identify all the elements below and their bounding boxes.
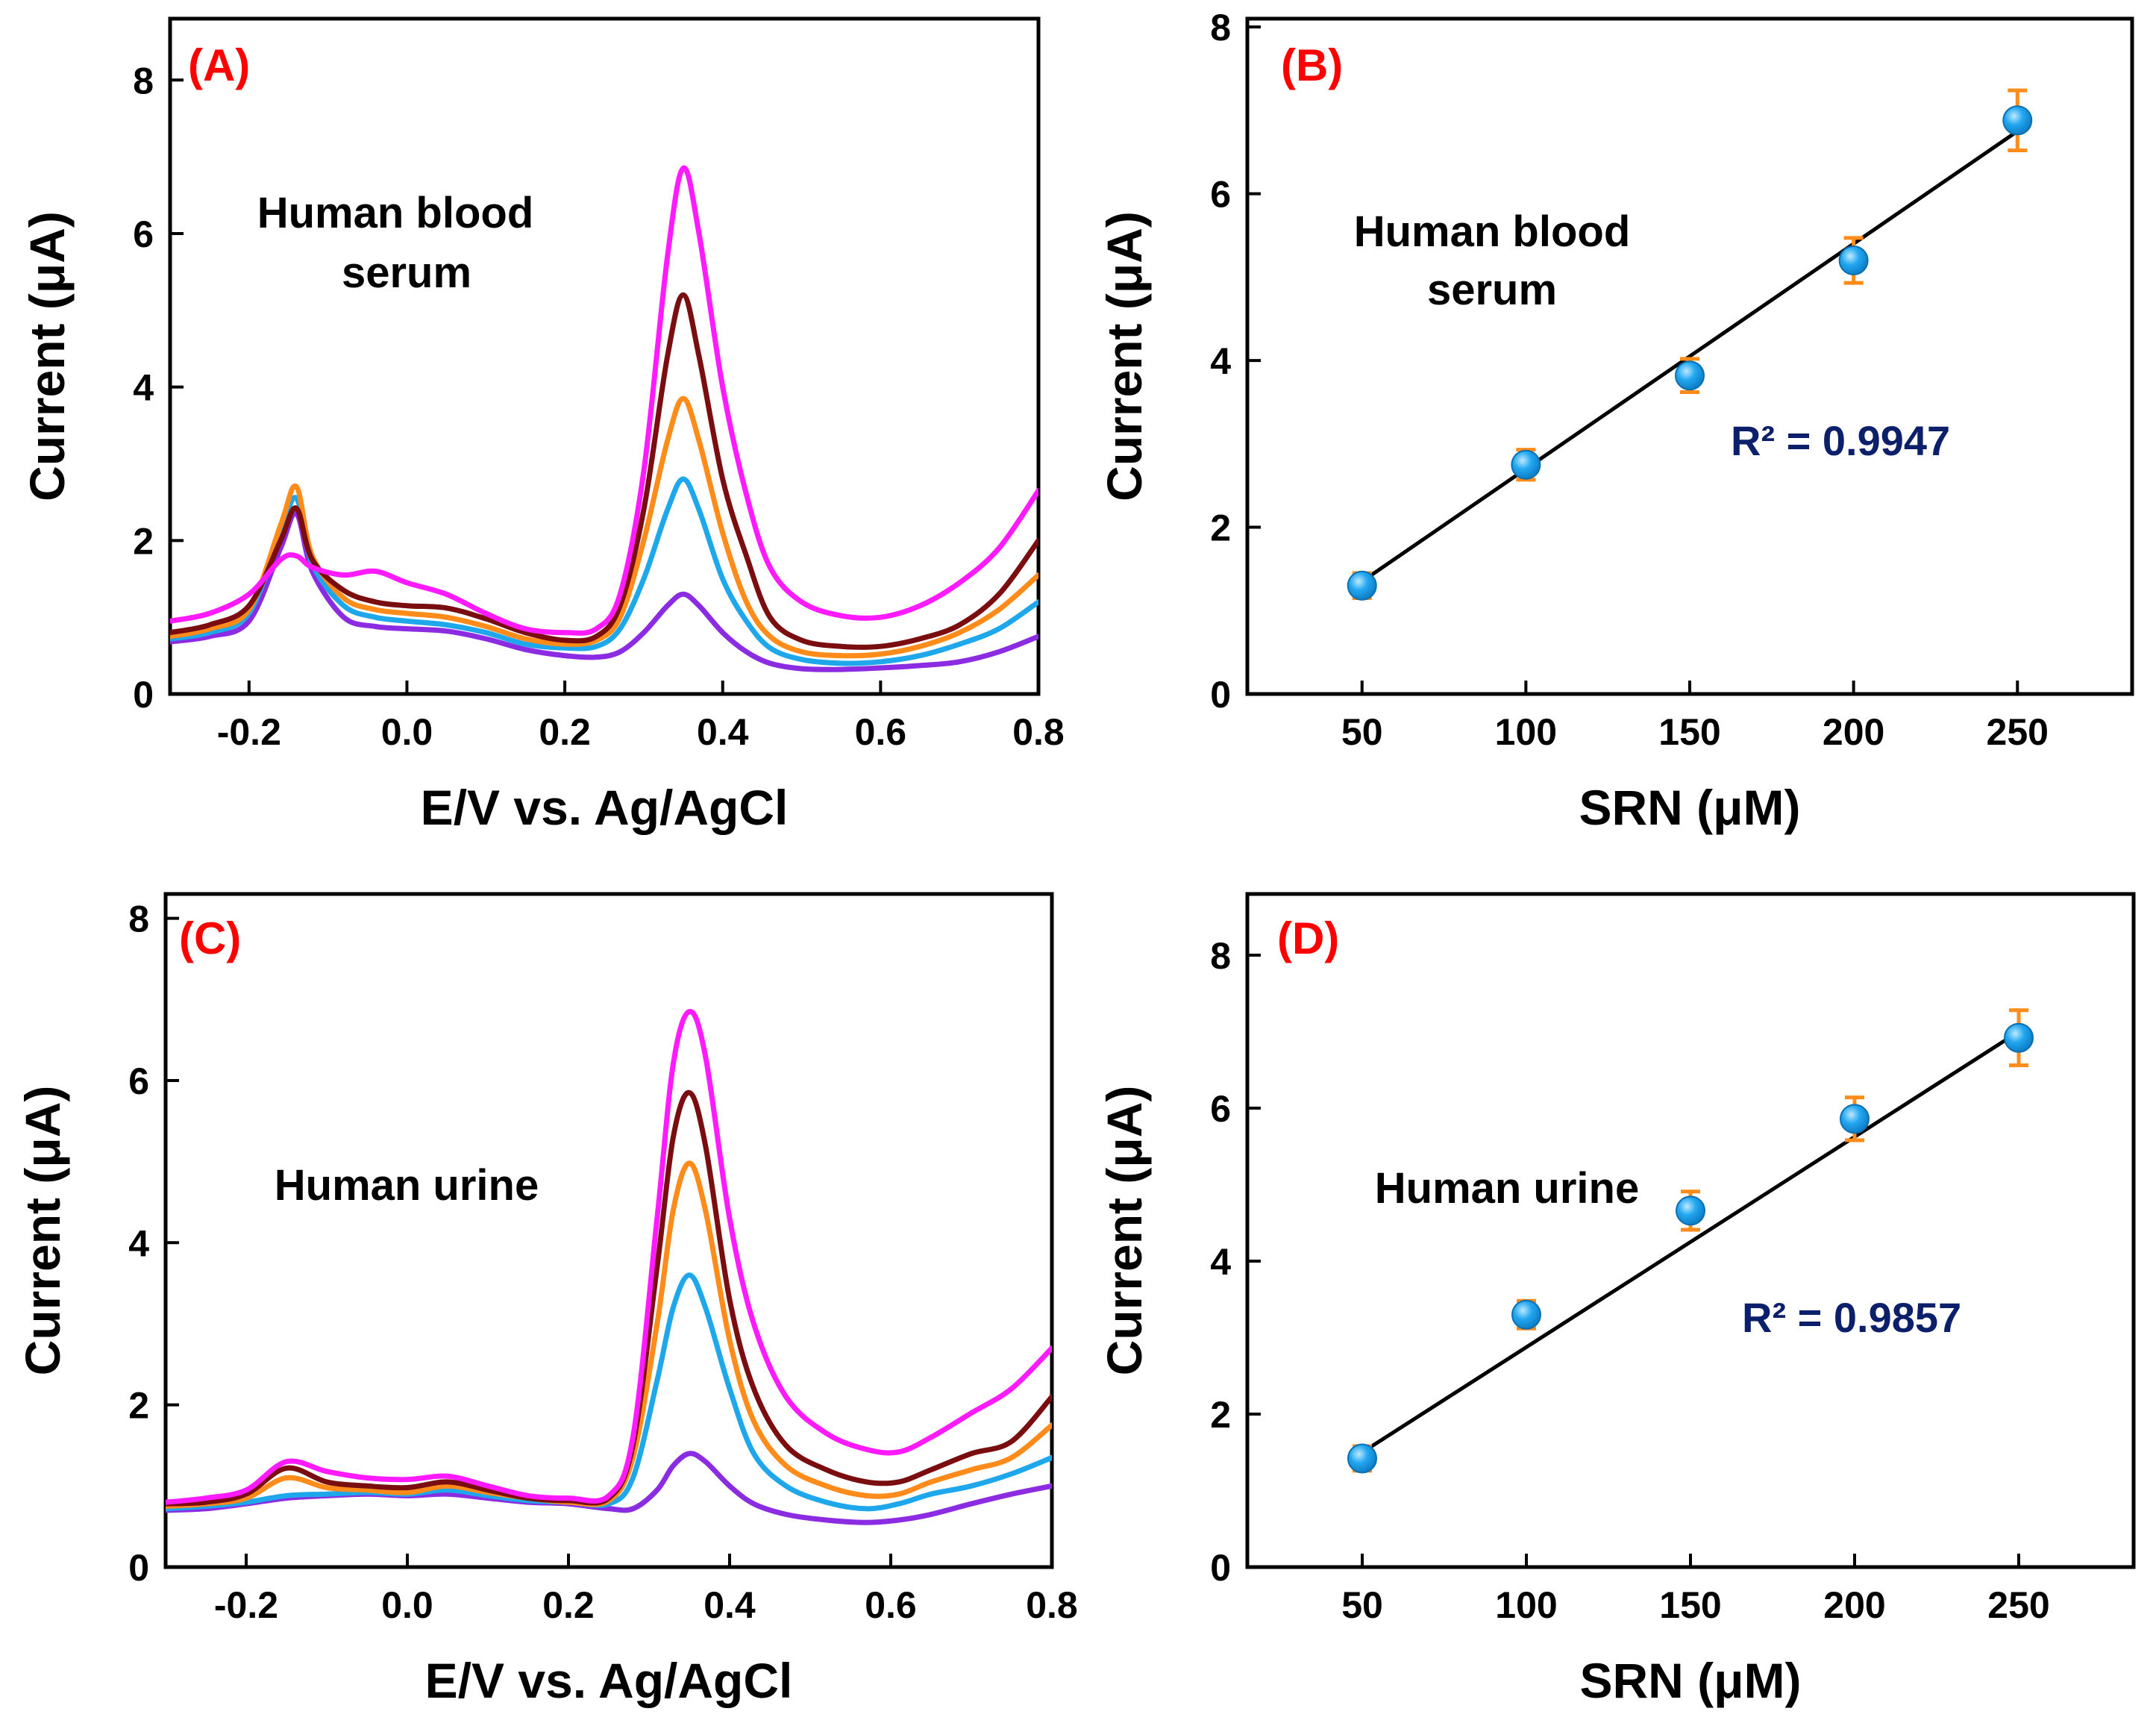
- panel-label: (B): [1281, 40, 1343, 90]
- plot-area: [1347, 88, 2033, 601]
- panel-b: 50 100 150 200 250 0 2 4 6 8 SRN (μM) Current (μA) (…: [1097, 7, 2134, 835]
- data-point: [1675, 360, 1705, 391]
- data-point: [1676, 1195, 1705, 1226]
- plot-area: [170, 165, 1038, 672]
- y-tick-label: 4: [1210, 1241, 1231, 1283]
- plot-frame: [168, 16, 1041, 696]
- y-tick-label: 6: [1210, 1088, 1231, 1130]
- y-tick-label: 6: [133, 213, 154, 255]
- y-tick-label: 6: [1210, 174, 1231, 216]
- data-point: [1347, 570, 1377, 601]
- x-tick-label: 250: [1987, 711, 2049, 753]
- x-tick-label: 100: [1495, 1584, 1557, 1626]
- sample-annotation: Human urine: [275, 1161, 539, 1210]
- y-axis-title: Current (μA): [1097, 1086, 1152, 1376]
- x-tick-label: 0.4: [697, 711, 749, 753]
- sample-annotation: Human urine: [1375, 1164, 1640, 1213]
- y-tick-label: 2: [128, 1385, 149, 1427]
- x-tick-label: 0.6: [855, 711, 907, 753]
- y-axis-title: Current (μA): [19, 211, 75, 501]
- series-line-3: [166, 1160, 1052, 1509]
- x-tick-label: 0.8: [1026, 1584, 1078, 1626]
- data-point: [1511, 449, 1541, 480]
- x-tick-label: 0.0: [381, 711, 433, 753]
- panel-a: -0.2 0.0 0.2 0.4 0.6 0.8 0 2 4 6 8 E/V vs. Ag/AgCl C…: [19, 16, 1065, 835]
- x-tick-label: 0.8: [1012, 711, 1065, 753]
- x-tick-label: 250: [1987, 1584, 2049, 1626]
- fit-line: [1361, 129, 2019, 584]
- y-tick-label: 8: [1210, 935, 1231, 977]
- sample-annotation: serum: [342, 248, 471, 297]
- y-axis-title: Current (μA): [15, 1086, 70, 1376]
- sample-annotation: Human blood: [257, 189, 534, 237]
- x-tick-label: 0.2: [542, 1584, 595, 1626]
- y-tick-label: 4: [128, 1222, 149, 1264]
- fit-line: [1361, 1030, 2020, 1454]
- y-axis-title: Current (μA): [1097, 211, 1152, 501]
- y-tick-label: 0: [1210, 674, 1231, 716]
- sample-annotation: serum: [1427, 266, 1557, 314]
- y-tick-label: 8: [1210, 7, 1231, 49]
- series-line-4: [170, 292, 1038, 650]
- x-axis-title: E/V vs. Ag/AgCl: [425, 1653, 793, 1708]
- x-tick-label: -0.2: [217, 711, 281, 753]
- y-tick-label: 4: [1210, 340, 1231, 382]
- y-tick-label: 2: [1210, 507, 1231, 549]
- series-line-2: [166, 1272, 1052, 1512]
- y-tick-label: 2: [1210, 1394, 1231, 1436]
- y-tick-label: 6: [128, 1060, 149, 1102]
- series-line-5: [166, 1009, 1052, 1505]
- y-tick-label: 4: [133, 367, 154, 409]
- plot-area: [1347, 1008, 2034, 1474]
- x-axis-title: E/V vs. Ag/AgCl: [421, 780, 789, 835]
- data-point: [2002, 105, 2033, 136]
- x-tick-label: 100: [1495, 711, 1557, 753]
- x-tick-label: 200: [1823, 1584, 1885, 1626]
- x-tick-label: 200: [1823, 711, 1884, 753]
- r-squared-label: R² = 0.9857: [1742, 1294, 1961, 1341]
- series-line-5: [170, 165, 1038, 636]
- y-tick-label: 0: [133, 674, 154, 716]
- data-point: [1840, 1104, 1870, 1134]
- x-tick-label: 0.0: [381, 1584, 433, 1626]
- panel-label: (D): [1277, 913, 1339, 963]
- data-point: [1838, 246, 1869, 276]
- y-tick-label: 2: [133, 520, 154, 562]
- x-tick-label: -0.2: [214, 1584, 278, 1626]
- y-tick-label: 8: [133, 60, 154, 101]
- x-tick-label: 0.4: [703, 1584, 756, 1626]
- x-tick-label: 0.6: [865, 1584, 917, 1626]
- r-squared-label: R² = 0.9947: [1731, 417, 1950, 464]
- x-tick-label: 150: [1658, 711, 1720, 753]
- x-axis-title: SRN (μM): [1580, 1653, 1802, 1708]
- sample-annotation: Human blood: [1354, 207, 1631, 256]
- y-tick-label: 0: [1210, 1547, 1231, 1589]
- x-tick-label: 50: [1341, 711, 1383, 753]
- panel-label: (A): [188, 40, 250, 90]
- plot-frame: [163, 892, 1054, 1569]
- x-tick-label: 50: [1341, 1584, 1383, 1626]
- plot-area: [166, 1009, 1052, 1525]
- panel-c: -0.2 0.0 0.2 0.4 0.6 0.8 0 2 4 6 8 E/V vs. Ag/AgCl C…: [15, 892, 1078, 1708]
- x-tick-label: 150: [1659, 1584, 1721, 1626]
- series-line-3: [170, 395, 1038, 659]
- y-tick-label: 0: [128, 1547, 149, 1589]
- data-point: [1511, 1299, 1541, 1330]
- panel-d: 50 100 150 200 250 0 2 4 6 8 SRN (μM) Current (μA) (…: [1097, 892, 2136, 1708]
- x-tick-label: 0.2: [539, 711, 591, 753]
- x-axis-title: SRN (μM): [1579, 780, 1801, 835]
- y-tick-label: 8: [128, 898, 149, 940]
- panel-label: (C): [179, 913, 241, 963]
- data-point: [1347, 1443, 1377, 1474]
- series-line-4: [166, 1089, 1052, 1507]
- data-point: [2004, 1022, 2034, 1053]
